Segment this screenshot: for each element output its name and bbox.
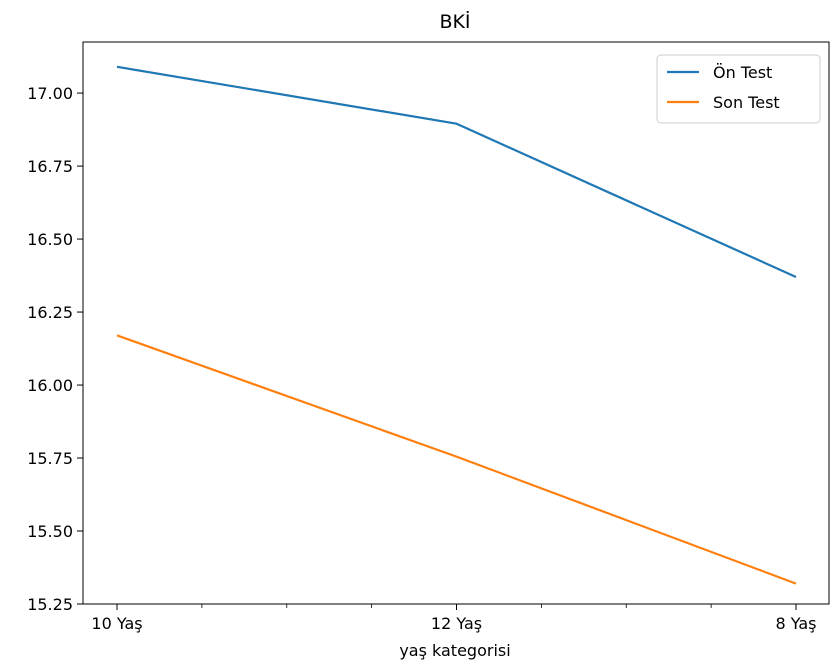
y-tick-label: 15.75 [27,449,73,468]
y-tick-label: 16.00 [27,376,73,395]
legend-label: Ön Test [713,63,772,82]
x-axis-label: yaş kategorisi [399,641,510,660]
y-tick-label: 15.50 [27,522,73,541]
y-tick-label: 17.00 [27,84,73,103]
x-tick-label: 10 Yaş [91,614,142,633]
y-tick-label: 15.25 [27,595,73,614]
y-tick-label: 16.25 [27,303,73,322]
y-tick-label: 16.50 [27,230,73,249]
chart-title: BKİ [439,10,470,33]
x-tick-label: 12 Yaş [431,614,482,633]
legend: Ön Test Son Test [656,54,821,124]
series-line [116,334,797,585]
y-tick-label: 16.75 [27,157,73,176]
axes-frame [82,41,830,605]
series-line [116,65,797,279]
plot-area: 15.25 15.50 15.75 16.00 16.25 16.50 16.75 17.00… [27,41,830,633]
x-tick-label: 8 Yaş [776,614,817,633]
legend-label: Son Test [713,93,780,112]
